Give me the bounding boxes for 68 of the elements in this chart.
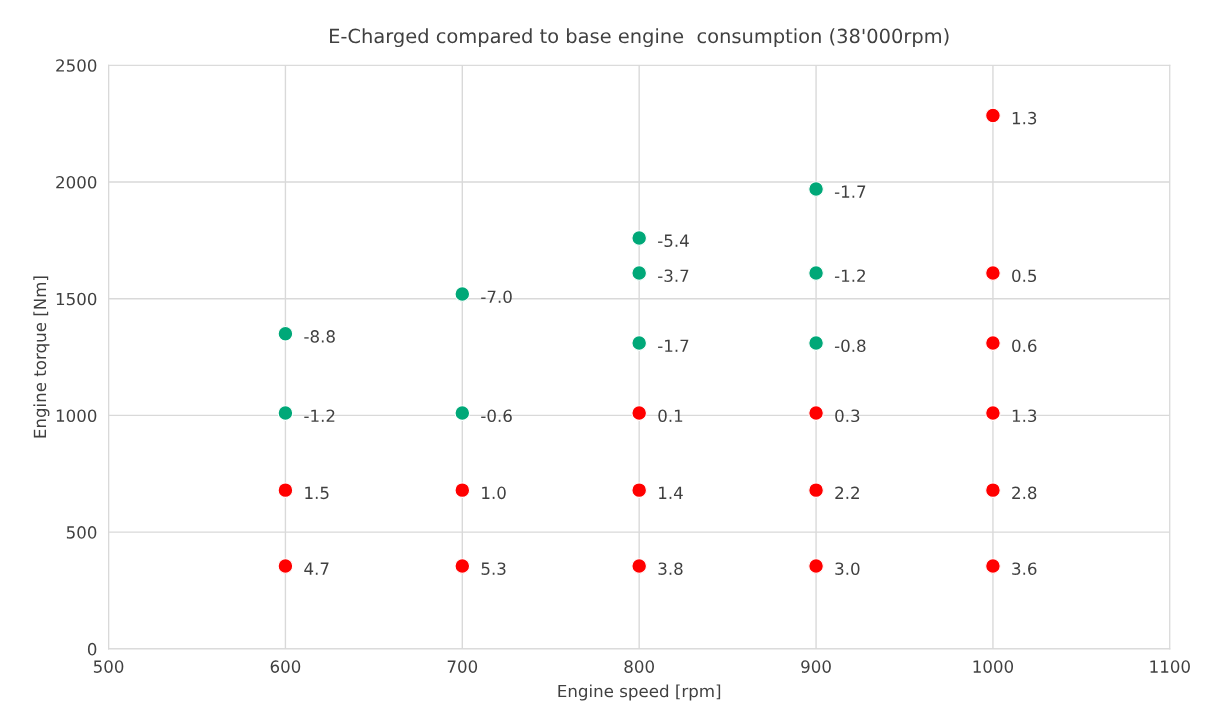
y-tick-label: 2500 [56,59,97,72]
x-tick-label: 600 [270,660,301,673]
annotation: -7.0 [481,290,512,304]
annotation: 1.3 [1012,111,1037,125]
point [277,482,294,498]
point [277,405,294,421]
point [985,405,1001,421]
annotation: 3.6 [1012,562,1037,575]
x-tick-label: 1100 [1150,660,1190,673]
point [808,335,824,351]
x-tick-label: 900 [801,660,831,673]
y-tick-label: 1500 [56,292,97,306]
y-tick-label: 1000 [56,409,97,422]
point [631,335,648,351]
x-tick-label: 800 [624,660,654,673]
point [277,558,294,574]
y-tick-label: 2000 [56,175,97,189]
annotation: 2.8 [1012,486,1037,500]
annotation: -5.4 [658,234,689,248]
annotation: 1.3 [1012,409,1037,423]
annotation: 3.0 [835,562,860,575]
x-axis-title: Engine speed [rpm] [558,684,721,701]
annotation: -3.7 [658,269,689,283]
annotation: -1.2 [304,409,335,422]
point [277,325,294,342]
point [454,405,471,421]
annotation: 3.8 [658,562,683,575]
point [631,230,648,246]
annotation: -0.6 [481,409,512,423]
x-tick-label: 500 [93,660,124,673]
point [454,286,471,302]
point [985,265,1001,281]
annotation: 1.5 [305,486,329,500]
annotation: 1.4 [659,486,683,499]
point [454,482,471,498]
annotation: 4.7 [304,562,329,575]
point [454,558,471,574]
point [808,558,824,574]
point [808,265,824,281]
annotation: 0.6 [1012,339,1037,353]
point [631,265,648,281]
annotation: 2.2 [835,486,859,499]
annotation: -1.7 [658,339,689,352]
annotation: 5.3 [481,562,506,575]
annotation: -8.8 [304,330,335,343]
point [631,558,648,574]
annotation: -1.2 [834,269,865,282]
y-tick-label: 0 [87,642,97,656]
annotation: 0.1 [658,409,683,423]
annotation: -0.8 [834,339,866,353]
y-axis-title: Engine torque [Nm] [33,276,50,438]
x-tick-label: 700 [447,660,478,673]
x-tick-label: 1000 [973,660,1014,673]
annotation: -1.7 [834,185,866,198]
point [985,335,1001,351]
point [808,181,824,197]
point [631,405,648,421]
point [985,482,1001,498]
point [631,482,648,498]
point [808,482,824,498]
point [808,405,824,421]
annotation: 0.5 [1012,269,1037,283]
chart-title: E-Charged compared to base engine consumption (38'000rpm) [330,28,949,48]
point [985,558,1001,574]
annotation: 1.0 [482,486,506,500]
point [985,107,1001,124]
annotation: 0.3 [835,409,860,423]
y-tick-label: 500 [66,526,97,539]
